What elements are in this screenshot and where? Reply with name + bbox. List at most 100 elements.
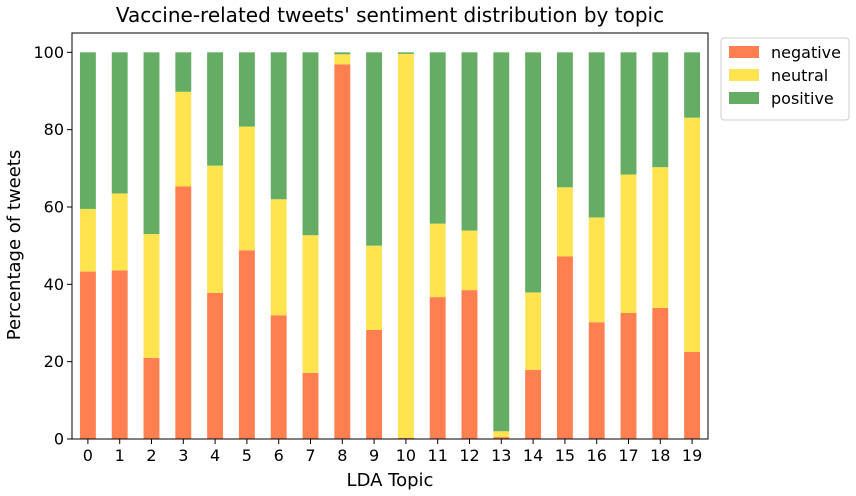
bar-negative-topic-6 [270,315,287,439]
y-tick-label: 40 [44,275,64,294]
x-tick-label: 9 [369,446,379,465]
bar-neutral-topic-3 [175,91,192,187]
bar-positive-topic-14 [525,52,542,293]
bar-neutral-topic-17 [620,174,637,313]
legend-label-negative: negative [771,43,841,62]
x-tick-label: 0 [83,446,93,465]
bar-negative-topic-16 [588,322,605,439]
bar-negative-topic-10 [397,437,414,439]
bar-positive-topic-12 [461,52,478,231]
bar-neutral-topic-10 [397,53,414,438]
bar-neutral-topic-9 [366,245,383,330]
bar-positive-topic-9 [366,52,383,246]
y-tick-label: 0 [54,430,64,449]
chart-title: Vaccine-related tweets' sentiment distri… [116,3,664,27]
bar-positive-topic-6 [270,52,287,200]
bar-negative-topic-19 [684,352,701,439]
bar-negative-topic-4 [207,292,224,439]
bar-positive-topic-15 [556,52,573,188]
bar-negative-topic-11 [429,297,446,439]
bar-positive-topic-7 [302,52,319,236]
bar-negative-topic-17 [620,312,637,439]
bar-positive-topic-8 [334,52,351,55]
x-tick-label: 16 [587,446,607,465]
bar-neutral-topic-5 [238,126,255,251]
bar-neutral-topic-4 [207,165,224,293]
legend-label-positive: positive [771,89,834,108]
bar-positive-topic-13 [493,52,510,432]
bar-positive-topic-17 [620,52,637,175]
bar-neutral-topic-1 [111,193,128,271]
bar-positive-topic-0 [79,52,96,209]
bar-neutral-topic-12 [461,230,478,291]
x-tick-label: 7 [305,446,315,465]
bar-neutral-topic-2 [143,234,160,358]
legend-label-neutral: neutral [771,66,828,85]
bar-negative-topic-18 [652,307,669,439]
x-axis-ticks: 0 1 2 3 4 5 6 7 8 9 10 11 12 13 14 15 16 17 18 19 [83,439,702,465]
bar-neutral-topic-15 [556,187,573,257]
x-tick-label: 19 [682,446,702,465]
legend-swatch-neutral [729,69,759,81]
bar-neutral-topic-14 [525,292,542,370]
bar-neutral-topic-16 [588,217,605,323]
bar-positive-topic-3 [175,52,192,92]
y-axis-label: Percentage of tweets [4,150,25,340]
bar-negative-topic-15 [556,256,573,439]
x-tick-label: 6 [274,446,284,465]
x-tick-label: 2 [146,446,156,465]
y-tick-label: 60 [44,198,64,217]
y-axis-ticks: 0 20 40 60 80 100 [33,43,72,449]
x-tick-label: 10 [396,446,416,465]
x-axis-label: LDA Topic [347,470,434,491]
x-tick-label: 3 [178,446,188,465]
bar-negative-topic-3 [175,186,192,439]
bar-neutral-topic-6 [270,199,287,316]
bar-neutral-topic-19 [684,117,701,353]
x-tick-label: 4 [210,446,220,465]
bar-negative-topic-5 [238,250,255,439]
x-tick-label: 12 [459,446,479,465]
y-tick-label: 100 [33,43,64,62]
legend-swatch-positive [729,92,759,104]
x-tick-label: 14 [523,446,543,465]
legend: negative neutral positive [720,37,850,121]
bar-positive-topic-10 [397,52,414,54]
bar-positive-topic-16 [588,52,605,218]
x-tick-label: 1 [115,446,125,465]
bar-positive-topic-4 [207,52,224,166]
x-tick-label: 17 [618,446,638,465]
bar-negative-topic-12 [461,290,478,439]
x-tick-label: 15 [555,446,575,465]
bar-positive-topic-2 [143,52,160,235]
x-tick-label: 13 [491,446,511,465]
bar-positive-topic-5 [238,52,255,127]
bars-group [79,52,701,439]
plot-frame [71,32,709,440]
bar-neutral-topic-13 [493,431,510,438]
x-tick-label: 18 [650,446,670,465]
bar-negative-topic-0 [79,271,96,439]
bar-neutral-topic-0 [79,208,96,272]
bar-neutral-topic-8 [334,54,351,65]
legend-swatch-negative [729,46,759,58]
x-tick-label: 11 [428,446,448,465]
bar-positive-topic-1 [111,52,128,194]
bar-negative-topic-9 [366,329,383,439]
bar-neutral-topic-18 [652,167,669,308]
bar-positive-topic-19 [684,52,701,118]
bar-negative-topic-2 [143,357,160,439]
bar-negative-topic-1 [111,270,128,439]
bar-negative-topic-7 [302,372,319,439]
bar-neutral-topic-7 [302,235,319,373]
bar-positive-topic-18 [652,52,669,168]
bar-neutral-topic-11 [429,223,446,298]
x-tick-label: 8 [337,446,347,465]
bar-positive-topic-11 [429,52,446,224]
bar-negative-topic-13 [493,437,510,439]
y-tick-label: 20 [44,352,64,371]
bar-negative-topic-14 [525,369,542,439]
x-tick-label: 5 [242,446,252,465]
y-tick-label: 80 [44,120,64,139]
